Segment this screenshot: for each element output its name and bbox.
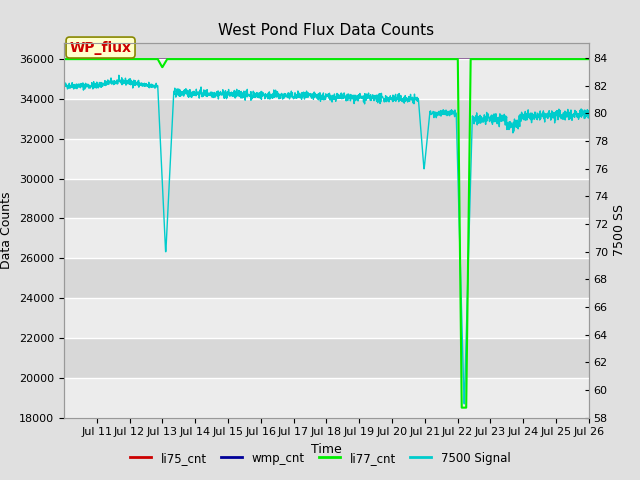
Bar: [64, 179, 589, 218]
Bar: [64, 99, 589, 139]
Bar: [64, 338, 589, 378]
Bar: [64, 218, 589, 258]
Text: WP_flux: WP_flux: [70, 40, 132, 55]
Y-axis label: Data Counts: Data Counts: [1, 192, 13, 269]
Bar: [64, 378, 589, 418]
X-axis label: Time: Time: [311, 443, 342, 456]
Bar: [64, 258, 589, 298]
Title: West Pond Flux Data Counts: West Pond Flux Data Counts: [218, 23, 435, 38]
Legend: li75_cnt, wmp_cnt, li77_cnt, 7500 Signal: li75_cnt, wmp_cnt, li77_cnt, 7500 Signal: [125, 447, 515, 469]
Bar: [64, 139, 589, 179]
Bar: [64, 298, 589, 338]
Bar: [64, 59, 589, 99]
Y-axis label: 7500 SS: 7500 SS: [614, 204, 627, 256]
